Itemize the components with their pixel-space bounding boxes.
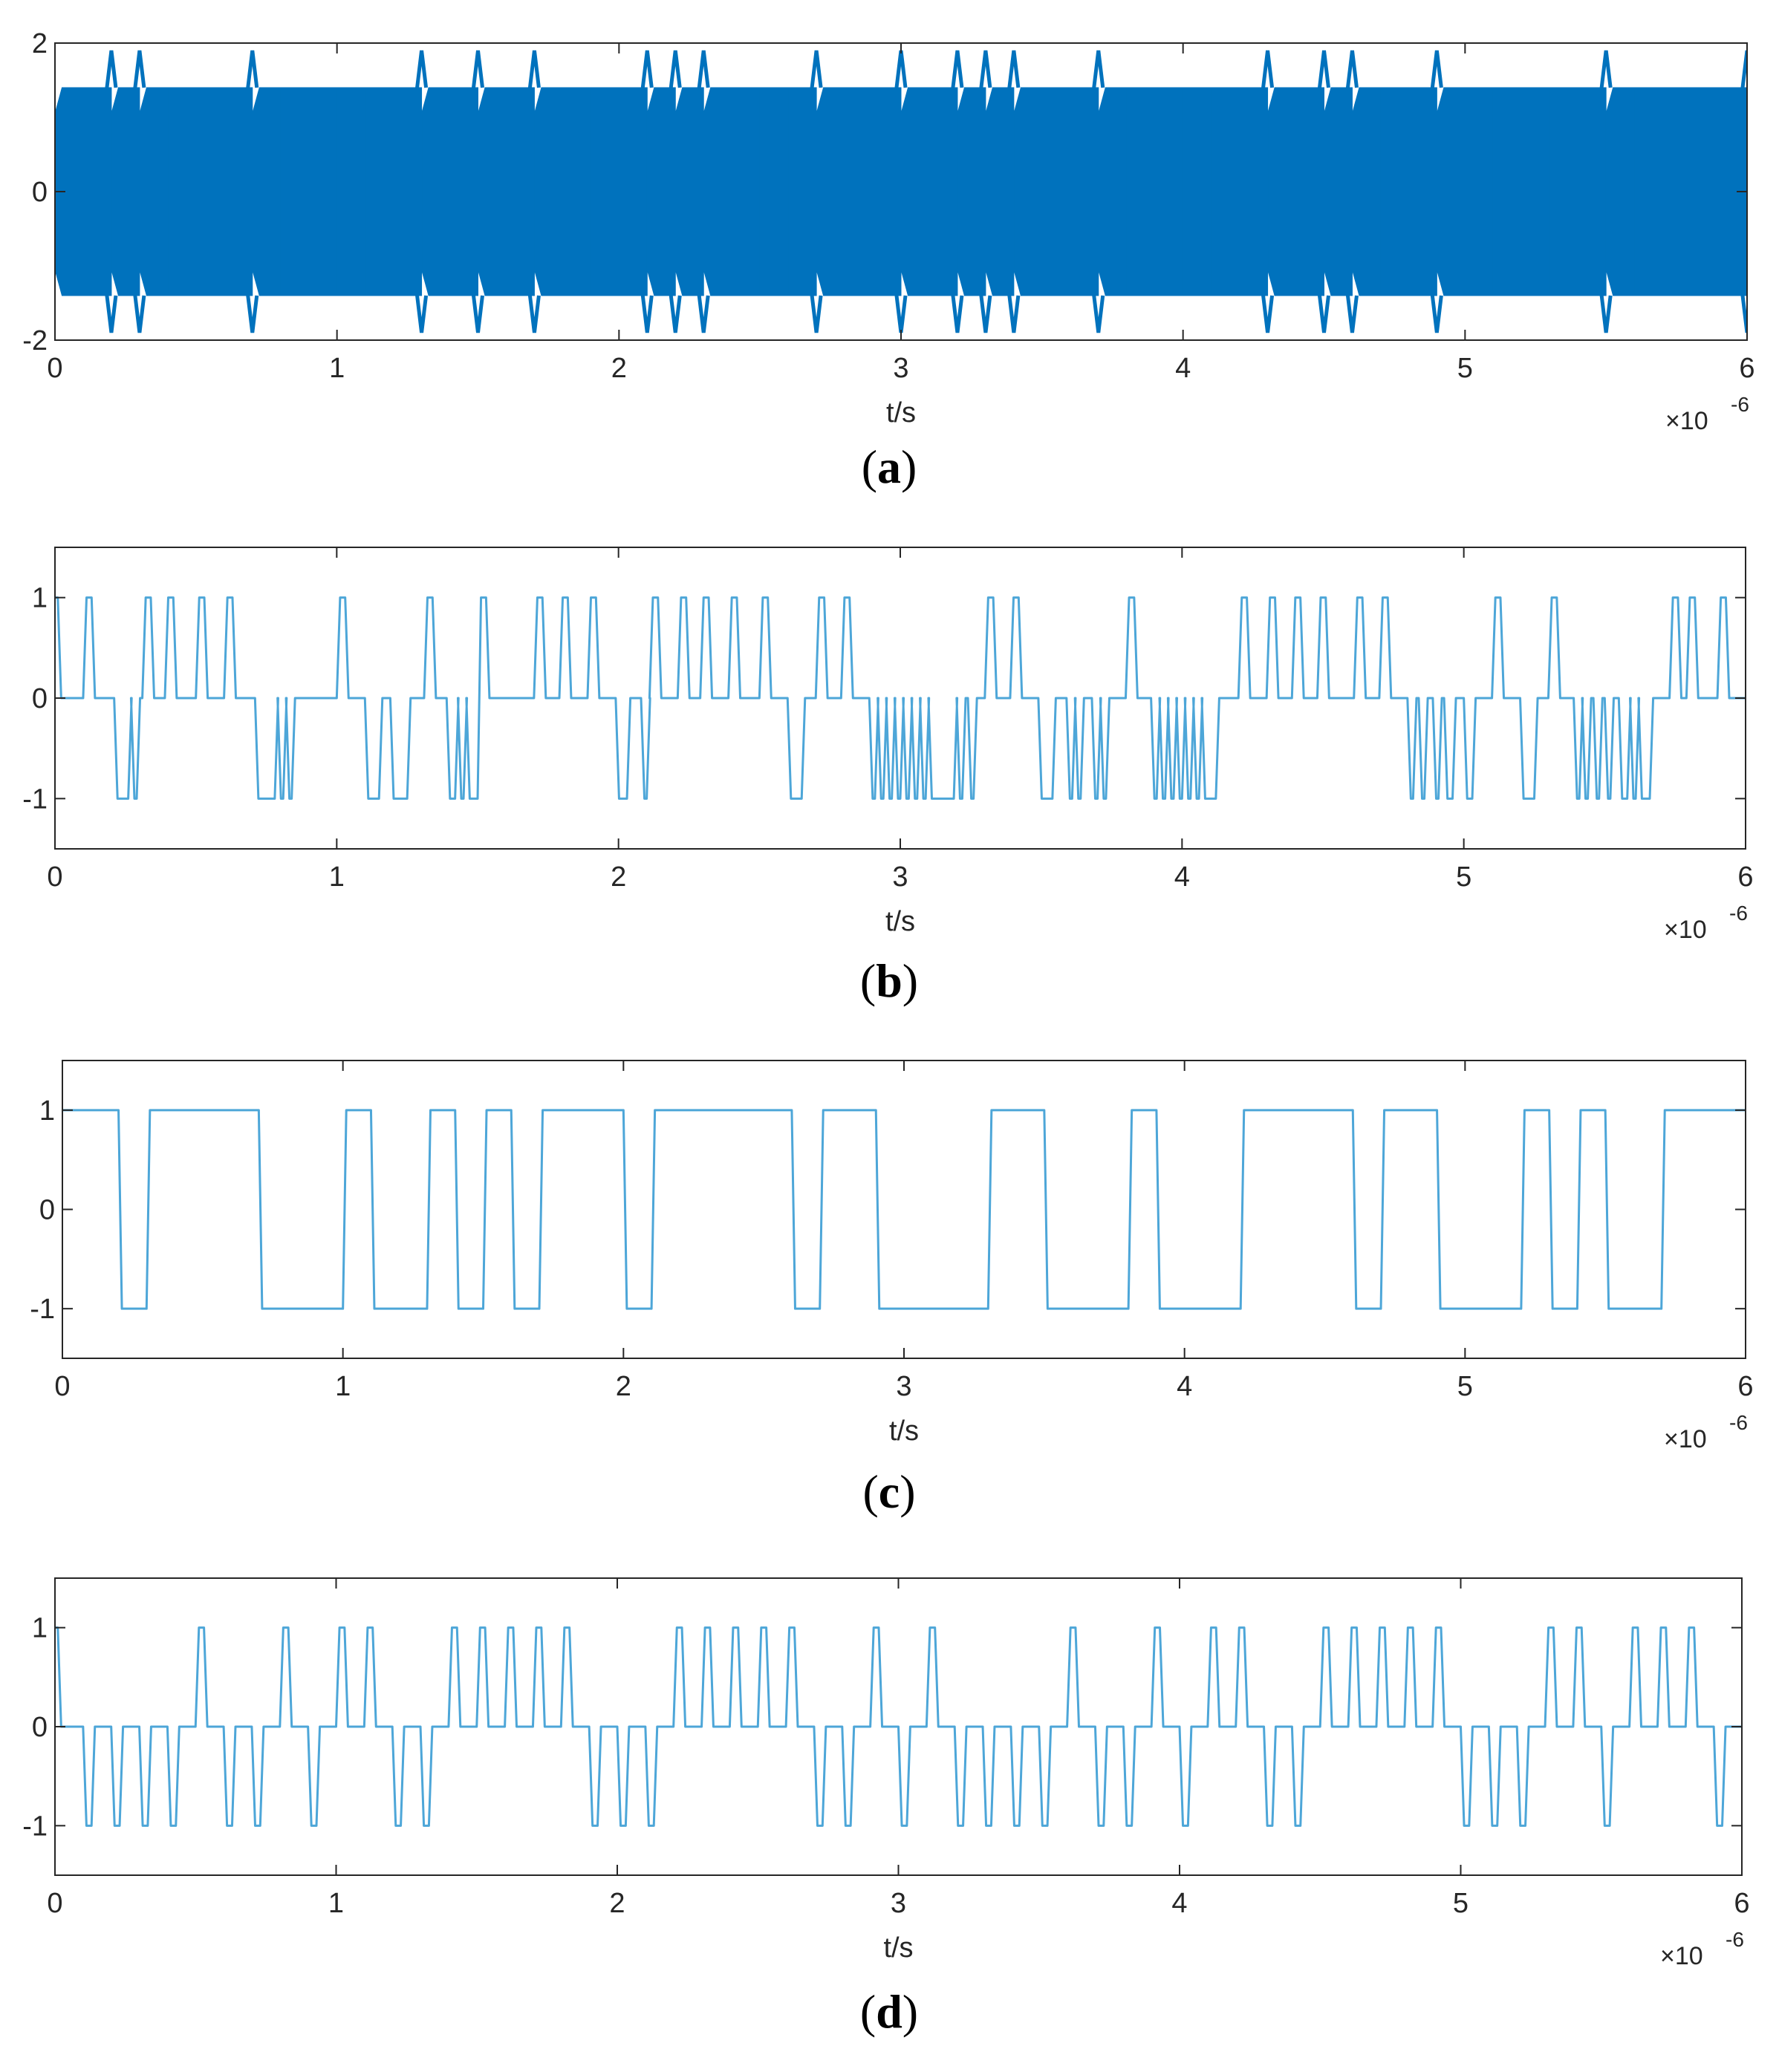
x-axis-exponent: -6 (1731, 393, 1749, 416)
x-tick-label: 6 (1739, 353, 1754, 384)
transition-spike (246, 50, 259, 333)
x-tick-label: 0 (47, 353, 62, 384)
x-tick-label: 6 (1734, 1888, 1749, 1919)
y-tick-label: 0 (32, 177, 48, 208)
x-tick-label: 2 (616, 1371, 631, 1402)
x-tick-label: 3 (893, 353, 908, 384)
transition-spike (951, 50, 964, 333)
x-tick-label: 5 (1453, 1888, 1469, 1919)
panel-c: 0 1 2 3 4 5 6 1 0 -1 t/s ×10 -6 (c) (30, 1060, 1754, 1518)
x-tick-label: 1 (329, 861, 345, 893)
x-tick-label: 5 (1456, 861, 1471, 893)
panel-caption: (d) (860, 1985, 918, 2038)
x-axis-multiplier: ×10 (1664, 1425, 1707, 1453)
y-tick-label: -2 (22, 325, 48, 356)
transition-spike (415, 50, 429, 333)
x-tick-label: 2 (611, 353, 627, 384)
panel-caption-letter: c (879, 1465, 900, 1518)
y-tick-label: -1 (30, 1294, 55, 1325)
transition-spike (640, 50, 654, 333)
x-tick-label: 4 (1171, 1888, 1187, 1919)
series-line (62, 1109, 1746, 1310)
y-tick-label: 2 (32, 28, 48, 59)
x-tick-label: 0 (47, 1888, 62, 1919)
x-axis-label: t/s (886, 397, 916, 429)
x-axis-multiplier: ×10 (1664, 916, 1707, 944)
x-tick-label: 0 (54, 1371, 70, 1402)
transition-spike (1318, 50, 1330, 333)
transition-spike (1007, 50, 1021, 333)
panel-b: 0 1 2 3 4 5 6 1 0 -1 t/s ×10 -6 (b) (22, 547, 1754, 1007)
x-tick-label: 3 (892, 861, 908, 893)
x-tick-label: 6 (1737, 861, 1753, 893)
transition-spike (979, 50, 992, 333)
y-tick-label: 1 (32, 583, 48, 614)
x-axis-exponent: -6 (1729, 1411, 1748, 1434)
transition-spike (1740, 50, 1747, 333)
panel-caption-letter: b (876, 954, 902, 1007)
panel-d: 0 1 2 3 4 5 6 1 0 -1 t/s ×10 -6 (d) (22, 1577, 1750, 2038)
axes-box (62, 1060, 1746, 1359)
x-axis-exponent: -6 (1729, 902, 1748, 925)
y-tick-label: -1 (22, 783, 48, 815)
x-axis-label: t/s (883, 1932, 913, 1964)
transition-spike (1771, 51, 1779, 333)
transition-spike (1092, 50, 1105, 333)
x-tick-label: 3 (891, 1888, 906, 1919)
transition-spike (472, 50, 484, 333)
x-tick-label: 1 (329, 353, 345, 384)
panel-caption-letter: a (877, 440, 901, 493)
x-axis-multiplier: ×10 (1660, 1942, 1703, 1970)
x-tick-label: 1 (328, 1888, 344, 1919)
y-tick-label: 1 (32, 1613, 48, 1644)
modulated-signal-envelope (55, 87, 1747, 296)
transition-spike (1599, 50, 1613, 333)
x-tick-label: 1 (335, 1371, 351, 1402)
y-tick-label: 0 (32, 1712, 48, 1743)
transition-spike (1430, 50, 1443, 333)
x-axis-label: t/s (889, 1415, 919, 1447)
transition-spike (133, 50, 146, 333)
x-tick-label: 4 (1175, 353, 1191, 384)
panel-caption-letter: d (876, 1985, 902, 2038)
panel-caption: (b) (860, 954, 918, 1007)
series-line (55, 1626, 1742, 1827)
panel-caption: (a) (862, 440, 917, 493)
x-tick-label: 4 (1174, 861, 1190, 893)
series-line (55, 596, 1746, 800)
y-tick-label: 0 (39, 1195, 55, 1226)
transition-spike (697, 50, 710, 333)
x-tick-label: 2 (611, 861, 626, 893)
x-tick-label: 6 (1737, 1371, 1753, 1402)
y-tick-label: 1 (39, 1095, 55, 1127)
transition-spike (105, 50, 118, 333)
x-tick-label: 5 (1457, 1371, 1473, 1402)
transition-spike (527, 50, 541, 333)
transition-spike (1261, 50, 1275, 333)
transition-spike (1345, 50, 1359, 333)
x-axis-multiplier: ×10 (1665, 407, 1708, 435)
y-tick-label: -1 (22, 1811, 48, 1842)
x-tick-label: 4 (1177, 1371, 1192, 1402)
transition-spike (669, 50, 682, 333)
panel-a: 0 1 2 3 4 5 620-2t/s ×10-6(a) (22, 28, 1779, 493)
panel-caption: (c) (862, 1465, 915, 1518)
x-tick-label: 5 (1457, 353, 1473, 384)
transition-spike (810, 50, 823, 333)
x-tick-label: 2 (609, 1888, 625, 1919)
x-axis-exponent: -6 (1726, 1928, 1744, 1951)
x-axis-label: t/s (885, 906, 915, 937)
y-tick-label: 0 (32, 683, 48, 714)
x-tick-label: 0 (47, 861, 62, 893)
x-tick-label: 3 (896, 1371, 911, 1402)
